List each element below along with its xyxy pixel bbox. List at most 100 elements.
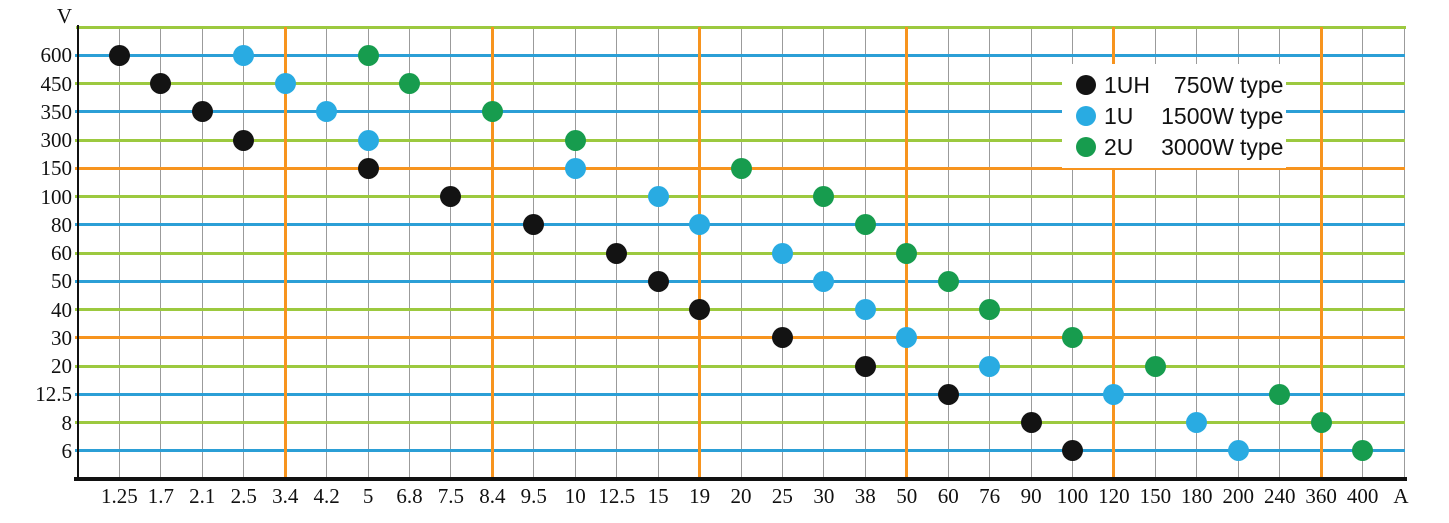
data-point (771, 327, 793, 349)
x-tick-label: 90 (1020, 484, 1042, 508)
legend-model-label: 1UH (1104, 71, 1151, 98)
data-point (1269, 383, 1291, 405)
grid-hline-blue (75, 53, 1405, 57)
grid-hline-green (75, 138, 1405, 142)
grid-hline-green (75, 195, 1405, 198)
x-tick-label: 7.5 (437, 484, 465, 508)
x-tick-label: 15 (647, 484, 669, 508)
data-point (1103, 383, 1125, 405)
data-point (979, 355, 1001, 377)
y-tick-label: 30 (51, 325, 72, 350)
data-point (274, 73, 296, 94)
grid-vline-orange (1319, 27, 1323, 479)
x-tick-label: 25 (771, 484, 793, 508)
legend-item: 1UH 750W type (1062, 70, 1286, 101)
y-tick-label: 12.5 (35, 382, 72, 407)
grid-hline-blue (75, 449, 1405, 453)
data-point (1062, 327, 1083, 349)
x-tick-label: 6.8 (396, 484, 423, 508)
y-tick-label: 50 (51, 269, 72, 294)
legend: 1UH 750W type 1U 1500W type 2U 3000W type (1062, 64, 1286, 168)
data-point (1144, 355, 1166, 377)
data-point (1310, 412, 1332, 433)
x-tick-label: 20 (730, 484, 752, 508)
data-point (854, 355, 876, 377)
data-point (191, 101, 213, 123)
y-tick-label: 600 (40, 43, 73, 68)
grid-hline-blue (75, 279, 1405, 283)
y-tick-label: 8 (61, 410, 73, 435)
data-point (937, 383, 959, 405)
y-axis-line (77, 25, 79, 480)
x-tick-label: 150 (1139, 484, 1172, 508)
data-point (1352, 440, 1374, 462)
legend-model-label: 2U (1104, 133, 1134, 160)
legend-type-label: type (1240, 102, 1284, 129)
x-tick-label: 3.4 (272, 484, 299, 508)
legend-wattage-label: 1500W (1161, 102, 1234, 129)
data-point (1020, 412, 1042, 433)
data-point (564, 129, 586, 151)
data-point (896, 242, 918, 264)
y-tick-label: 60 (51, 241, 72, 265)
data-point (771, 242, 793, 264)
grid-hline-blue (75, 110, 1405, 114)
x-tick-label: 8.4 (479, 484, 506, 508)
x-tick-label: 100 (1056, 484, 1089, 508)
x-tick-label: 360 (1305, 484, 1337, 508)
grid-hline-green (75, 251, 1405, 255)
legend-dot-icon (1076, 137, 1096, 157)
x-tick-label: 76 (979, 484, 1001, 508)
legend-dot-icon (1076, 106, 1096, 126)
x-tick-label: 200 (1222, 484, 1255, 508)
grid-hline-orange (75, 336, 1405, 340)
data-point (813, 186, 835, 207)
data-point (399, 73, 420, 94)
x-tick-label: 2.5 (230, 484, 257, 508)
x-tick-label: 19 (689, 484, 711, 508)
x-tick-label: 5 (362, 484, 374, 508)
data-point (896, 327, 918, 349)
data-point (233, 129, 255, 151)
grid-hline-green (75, 364, 1405, 368)
legend-item: 1U 1500W type (1062, 101, 1286, 132)
data-point (813, 270, 835, 292)
data-point (1062, 440, 1083, 462)
x-tick-label: 180 (1181, 484, 1213, 508)
x-tick-label: 10 (564, 484, 586, 508)
grid-top-border (76, 25, 1406, 29)
x-axis-unit-label: A (1393, 484, 1409, 508)
data-point (1186, 412, 1208, 433)
legend-type-label: type (1240, 71, 1284, 98)
data-point (357, 44, 379, 66)
x-tick-label: 4.2 (313, 484, 340, 508)
data-point (481, 101, 503, 123)
y-tick-label: 300 (40, 128, 73, 152)
data-point (1227, 440, 1249, 462)
data-point (150, 73, 172, 94)
data-point (689, 299, 711, 320)
data-point (357, 129, 379, 151)
x-tick-label: 1.7 (147, 484, 175, 508)
x-axis-line (74, 477, 1407, 481)
data-point (523, 214, 545, 236)
data-point (606, 242, 628, 264)
x-tick-label: 30 (813, 484, 835, 508)
x-tick-label: 400 (1346, 484, 1379, 508)
x-tick-label: 60 (937, 484, 959, 508)
data-point (854, 214, 876, 236)
y-tick-label: 6 (61, 438, 73, 463)
data-point (854, 299, 876, 320)
y-axis-unit-label: V (56, 4, 72, 28)
data-point (440, 186, 462, 207)
data-point (108, 44, 130, 66)
legend-item: 2U 3000W type (1062, 132, 1286, 163)
data-point (937, 270, 959, 292)
y-tick-label: 150 (40, 156, 73, 181)
grid-vline-orange (698, 27, 702, 479)
x-tick-label: 38 (854, 484, 876, 508)
x-tick-label: 50 (896, 484, 918, 508)
y-tick-label: 100 (40, 184, 73, 209)
y-tick-label: 350 (40, 99, 73, 124)
